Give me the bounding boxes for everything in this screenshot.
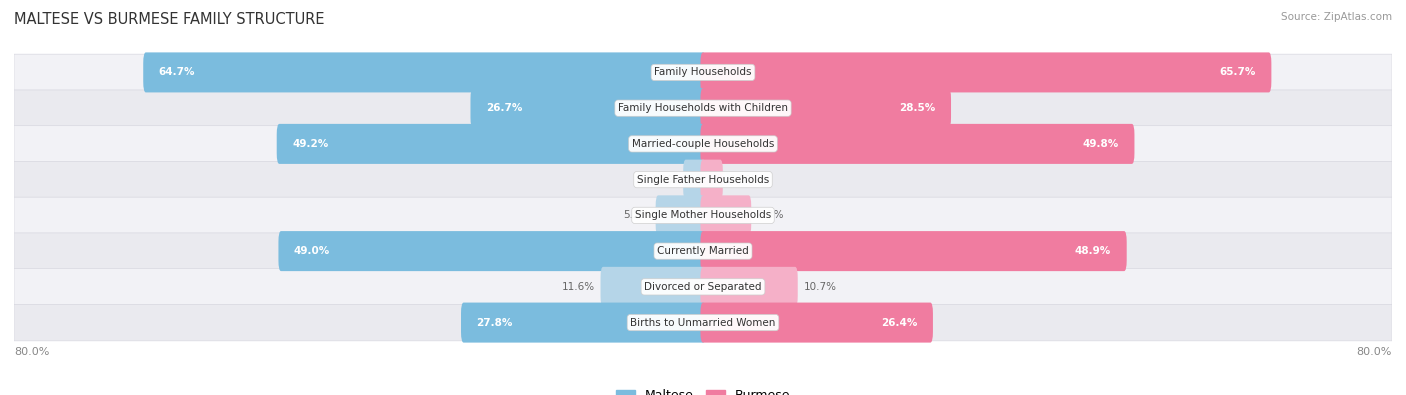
- Text: 49.0%: 49.0%: [294, 246, 330, 256]
- Text: 11.6%: 11.6%: [561, 282, 595, 292]
- Text: Currently Married: Currently Married: [657, 246, 749, 256]
- FancyBboxPatch shape: [14, 126, 1392, 162]
- FancyBboxPatch shape: [143, 53, 706, 92]
- Text: 5.2%: 5.2%: [623, 211, 650, 220]
- FancyBboxPatch shape: [700, 124, 1135, 164]
- FancyBboxPatch shape: [700, 196, 751, 235]
- FancyBboxPatch shape: [600, 267, 706, 307]
- FancyBboxPatch shape: [655, 196, 706, 235]
- Text: Family Households with Children: Family Households with Children: [619, 103, 787, 113]
- Text: Single Mother Households: Single Mother Households: [636, 211, 770, 220]
- Text: 64.7%: 64.7%: [159, 68, 195, 77]
- Text: 26.4%: 26.4%: [882, 318, 918, 327]
- Legend: Maltese, Burmese: Maltese, Burmese: [610, 384, 796, 395]
- Text: 27.8%: 27.8%: [477, 318, 513, 327]
- Text: 26.7%: 26.7%: [486, 103, 523, 113]
- FancyBboxPatch shape: [14, 269, 1392, 305]
- FancyBboxPatch shape: [471, 88, 706, 128]
- Text: 80.0%: 80.0%: [14, 347, 49, 357]
- Text: Source: ZipAtlas.com: Source: ZipAtlas.com: [1281, 12, 1392, 22]
- FancyBboxPatch shape: [700, 303, 934, 342]
- Text: 28.5%: 28.5%: [900, 103, 935, 113]
- Text: 65.7%: 65.7%: [1219, 68, 1256, 77]
- Text: Divorced or Separated: Divorced or Separated: [644, 282, 762, 292]
- FancyBboxPatch shape: [14, 54, 1392, 90]
- Text: 80.0%: 80.0%: [1357, 347, 1392, 357]
- FancyBboxPatch shape: [700, 88, 950, 128]
- FancyBboxPatch shape: [700, 231, 1126, 271]
- Text: 48.9%: 48.9%: [1076, 246, 1111, 256]
- Text: Family Households: Family Households: [654, 68, 752, 77]
- Text: 5.3%: 5.3%: [758, 211, 783, 220]
- Text: 49.2%: 49.2%: [292, 139, 329, 149]
- Text: 10.7%: 10.7%: [804, 282, 837, 292]
- FancyBboxPatch shape: [700, 160, 723, 199]
- FancyBboxPatch shape: [700, 267, 797, 307]
- FancyBboxPatch shape: [14, 197, 1392, 233]
- FancyBboxPatch shape: [278, 231, 706, 271]
- FancyBboxPatch shape: [14, 233, 1392, 269]
- FancyBboxPatch shape: [461, 303, 706, 342]
- Text: 49.8%: 49.8%: [1083, 139, 1119, 149]
- Text: Single Father Households: Single Father Households: [637, 175, 769, 184]
- FancyBboxPatch shape: [700, 53, 1271, 92]
- FancyBboxPatch shape: [14, 90, 1392, 126]
- Text: 2.0%: 2.0%: [651, 175, 678, 184]
- Text: 2.0%: 2.0%: [728, 175, 755, 184]
- FancyBboxPatch shape: [14, 305, 1392, 341]
- FancyBboxPatch shape: [277, 124, 706, 164]
- Text: Married-couple Households: Married-couple Households: [631, 139, 775, 149]
- FancyBboxPatch shape: [14, 162, 1392, 198]
- Text: MALTESE VS BURMESE FAMILY STRUCTURE: MALTESE VS BURMESE FAMILY STRUCTURE: [14, 12, 325, 27]
- Text: Births to Unmarried Women: Births to Unmarried Women: [630, 318, 776, 327]
- FancyBboxPatch shape: [683, 160, 706, 199]
